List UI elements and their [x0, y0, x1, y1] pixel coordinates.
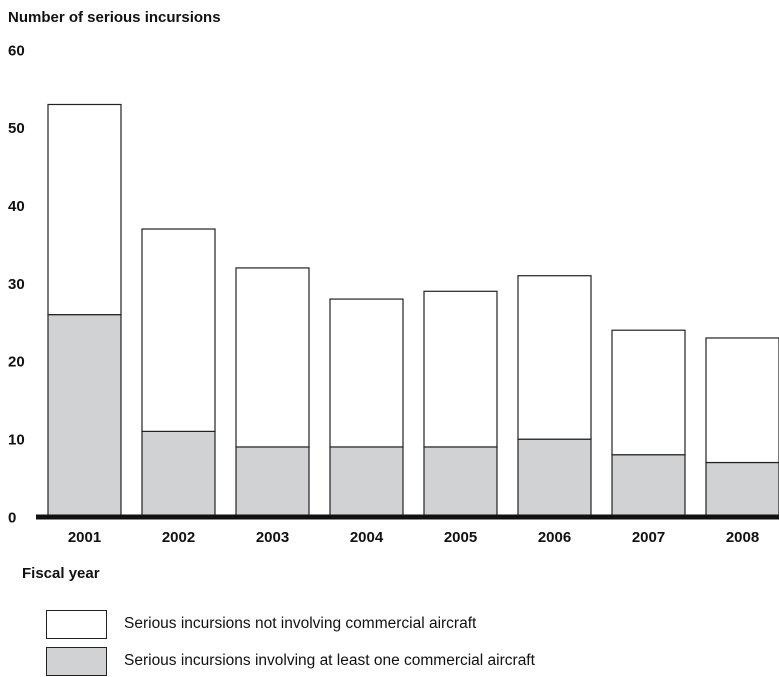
x-tick-label: 2007 [632, 529, 665, 546]
y-tick-label: 30 [8, 276, 25, 293]
bar-segment-not-commercial [47, 103, 122, 316]
x-axis-title: Fiscal year [22, 565, 100, 582]
bar-segment-not-commercial [141, 228, 216, 432]
bar-segment-commercial [329, 446, 404, 518]
x-tick-label: 2006 [538, 529, 571, 546]
legend-item-not-commercial: Serious incursions not involving commerc… [46, 608, 476, 640]
x-tick-label: 2004 [350, 529, 384, 546]
y-tick-label: 10 [8, 431, 25, 448]
bar-segment-commercial [705, 461, 779, 518]
bar-segment-not-commercial [705, 337, 779, 464]
x-tick-label: 2002 [162, 529, 195, 546]
y-tick-label: 60 [8, 42, 25, 59]
x-tick-label: 2003 [256, 529, 289, 546]
x-tick-label: 2001 [68, 529, 101, 546]
bar-stacks [47, 103, 779, 518]
x-tick-label: 2008 [726, 529, 759, 546]
y-tick-labels: 0 10 20 30 40 50 60 [8, 42, 25, 526]
legend-label: Serious incursions not involving commerc… [124, 615, 477, 632]
bar-segment-not-commercial [235, 267, 310, 448]
bar-segment-commercial [141, 430, 216, 518]
bar-segment-commercial [47, 314, 122, 518]
x-tick-labels: 2001 2002 2003 2004 2005 2006 2007 2008 [68, 529, 759, 546]
y-tick-label: 50 [8, 120, 25, 137]
bar-segment-not-commercial [517, 275, 592, 440]
bar-segment-not-commercial [611, 329, 686, 456]
legend-swatch-gray [46, 646, 107, 676]
bar-segment-commercial [423, 446, 498, 518]
y-axis-title: Number of serious incursions [8, 9, 221, 26]
x-tick-label: 2005 [444, 529, 477, 546]
y-tick-label: 0 [8, 509, 16, 526]
legend-label: Serious incursions involving at least on… [124, 652, 535, 669]
y-tick-label: 20 [8, 354, 25, 371]
bar-segment-commercial [517, 438, 592, 518]
bar-segment-not-commercial [329, 298, 404, 448]
y-tick-label: 40 [8, 198, 25, 215]
legend-item-commercial: Serious incursions involving at least on… [46, 645, 535, 677]
legend-swatch-white [46, 609, 107, 639]
bar-segment-commercial [611, 454, 686, 518]
bar-segment-commercial [235, 446, 310, 518]
bar-segment-not-commercial [423, 290, 498, 448]
